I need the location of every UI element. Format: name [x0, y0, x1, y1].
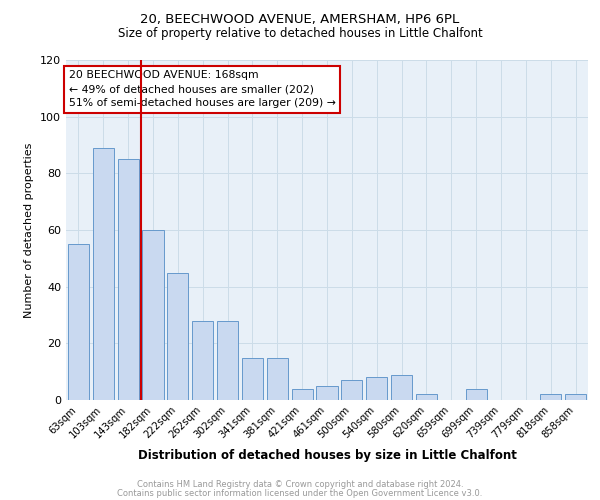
Bar	[242, 358, 263, 400]
X-axis label: Distribution of detached houses by size in Little Chalfont: Distribution of detached houses by size …	[137, 449, 517, 462]
Bar	[316, 386, 338, 400]
Bar	[118, 159, 139, 400]
Bar	[292, 388, 313, 400]
Text: Contains public sector information licensed under the Open Government Licence v3: Contains public sector information licen…	[118, 489, 482, 498]
Text: 20, BEECHWOOD AVENUE, AMERSHAM, HP6 6PL: 20, BEECHWOOD AVENUE, AMERSHAM, HP6 6PL	[140, 12, 460, 26]
Bar	[217, 320, 238, 400]
Text: Contains HM Land Registry data © Crown copyright and database right 2024.: Contains HM Land Registry data © Crown c…	[137, 480, 463, 489]
Text: Size of property relative to detached houses in Little Chalfont: Size of property relative to detached ho…	[118, 28, 482, 40]
Bar	[192, 320, 213, 400]
Bar	[68, 244, 89, 400]
Bar	[366, 378, 387, 400]
Bar	[416, 394, 437, 400]
Bar	[142, 230, 164, 400]
Bar	[540, 394, 561, 400]
Bar	[391, 374, 412, 400]
Bar	[466, 388, 487, 400]
Bar	[167, 272, 188, 400]
Bar	[267, 358, 288, 400]
Bar	[565, 394, 586, 400]
Y-axis label: Number of detached properties: Number of detached properties	[25, 142, 34, 318]
Text: 20 BEECHWOOD AVENUE: 168sqm
← 49% of detached houses are smaller (202)
51% of se: 20 BEECHWOOD AVENUE: 168sqm ← 49% of det…	[68, 70, 335, 108]
Bar	[341, 380, 362, 400]
Bar	[93, 148, 114, 400]
